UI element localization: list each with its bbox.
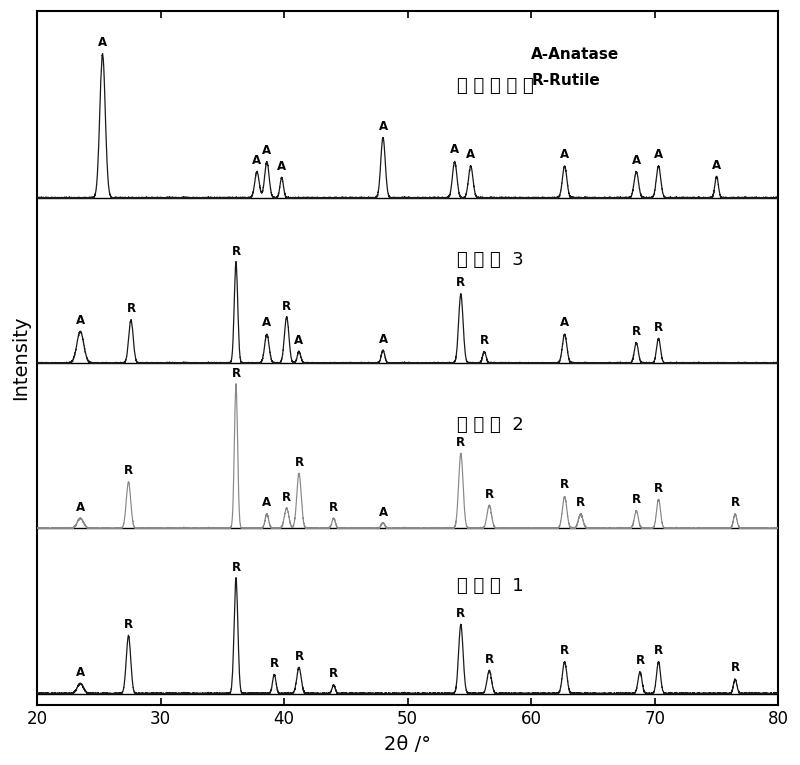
Text: 实 施 例  3: 实 施 例 3	[457, 251, 524, 269]
Text: A: A	[98, 36, 107, 49]
Text: R: R	[124, 464, 133, 477]
Text: A: A	[262, 496, 271, 509]
Text: A: A	[378, 120, 387, 133]
Text: 对 比 实 施 例: 对 比 实 施 例	[457, 76, 534, 95]
Text: R: R	[576, 496, 586, 509]
Text: R: R	[480, 334, 489, 347]
Text: R: R	[485, 653, 494, 666]
Text: A: A	[560, 148, 570, 161]
X-axis label: 2θ /°: 2θ /°	[384, 735, 431, 754]
Text: A: A	[378, 506, 387, 519]
Text: R: R	[730, 496, 740, 509]
Text: R: R	[329, 667, 338, 680]
Text: A: A	[76, 666, 85, 679]
Text: R: R	[270, 657, 279, 670]
Text: A: A	[76, 500, 85, 513]
Text: R: R	[485, 488, 494, 501]
Text: R: R	[632, 493, 641, 506]
Text: A: A	[277, 160, 286, 173]
Text: R: R	[231, 561, 241, 574]
Text: R: R	[635, 654, 645, 667]
Text: A: A	[466, 148, 475, 161]
Text: R: R	[294, 456, 303, 469]
Text: 实 施 例  1: 实 施 例 1	[457, 577, 524, 595]
Text: R: R	[282, 300, 291, 313]
Text: A-Anatase: A-Anatase	[531, 47, 619, 62]
Text: R: R	[126, 302, 135, 315]
Text: R: R	[632, 325, 641, 338]
Text: R-Rutile: R-Rutile	[531, 73, 600, 87]
Text: A: A	[632, 154, 641, 167]
Text: A: A	[450, 143, 459, 156]
Text: A: A	[294, 334, 303, 347]
Text: A: A	[712, 159, 721, 172]
Text: R: R	[231, 366, 241, 379]
Text: R: R	[294, 650, 303, 663]
Text: R: R	[124, 617, 133, 630]
Text: 实 施 例  2: 实 施 例 2	[457, 416, 524, 434]
Text: R: R	[654, 644, 663, 657]
Text: R: R	[654, 482, 663, 495]
Text: R: R	[282, 490, 291, 503]
Text: R: R	[730, 661, 740, 674]
Text: R: R	[329, 501, 338, 514]
Text: A: A	[262, 144, 271, 157]
Text: R: R	[654, 321, 663, 334]
Text: A: A	[654, 148, 663, 161]
Text: A: A	[560, 316, 570, 329]
Text: A: A	[76, 314, 85, 327]
Text: A: A	[262, 316, 271, 329]
Text: R: R	[456, 607, 466, 620]
Text: R: R	[231, 245, 241, 258]
Text: R: R	[456, 276, 466, 289]
Text: A: A	[253, 154, 262, 167]
Text: A: A	[378, 333, 387, 346]
Y-axis label: Intensity: Intensity	[11, 316, 30, 400]
Text: R: R	[456, 435, 466, 448]
Text: R: R	[560, 478, 570, 491]
Text: R: R	[560, 643, 570, 656]
